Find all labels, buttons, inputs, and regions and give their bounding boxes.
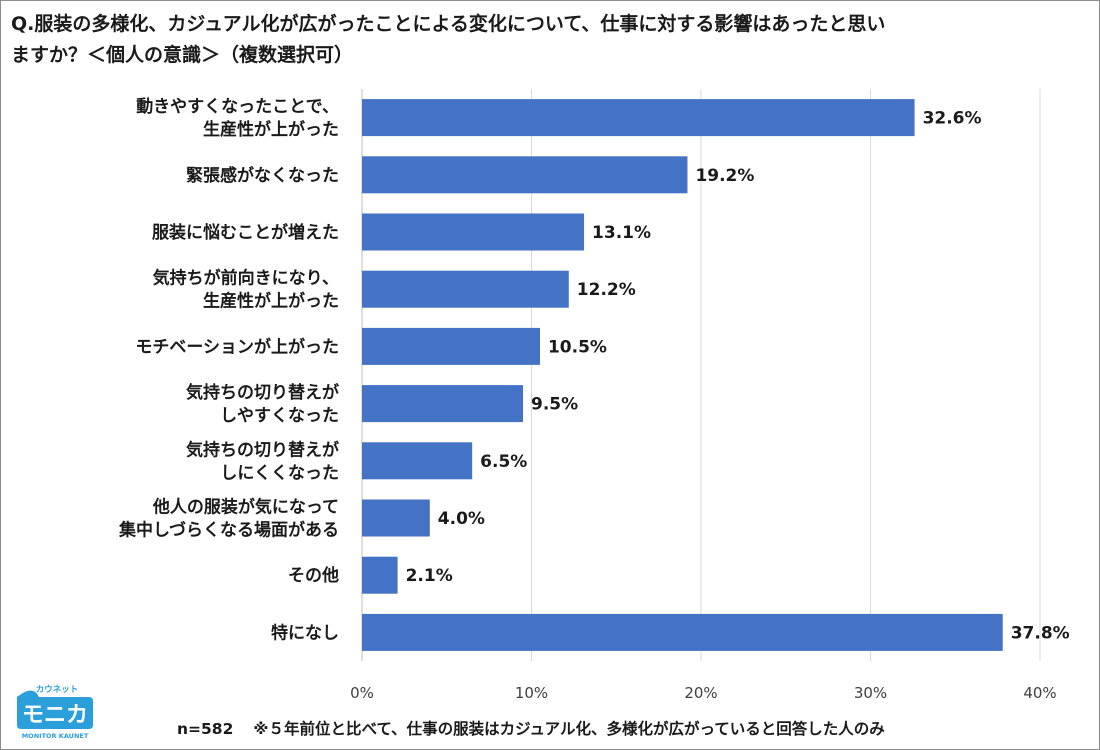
bar xyxy=(362,213,585,251)
x-tick-label: 30% xyxy=(854,684,887,702)
category-label: 集中しづらくなる場面がある xyxy=(118,520,339,541)
data-label: 13.1% xyxy=(592,223,651,243)
logo-brand: モニカ xyxy=(22,703,88,728)
category-label: 気持ちが前向きになり、 xyxy=(152,268,339,289)
data-label: 4.0% xyxy=(438,509,485,529)
bar xyxy=(362,327,540,365)
bar xyxy=(362,270,569,308)
category-label: 服装に悩むことが増えた xyxy=(152,222,339,243)
category-label: 生産性が上がった xyxy=(203,291,339,312)
bar xyxy=(362,613,1003,651)
data-label: 12.2% xyxy=(577,280,636,300)
x-tick-label: 20% xyxy=(684,684,717,702)
x-tick-label: 40% xyxy=(1023,684,1056,702)
bar xyxy=(362,385,524,423)
chart-title: Q.服装の多様化、カジュアル化が広がったことによる変化について、仕事に対する影響… xyxy=(11,13,886,66)
bar xyxy=(362,99,915,137)
footnote: n=582 ※５年前位と比べて、仕事の服装はカジュアル化、多様化が広がっていると回… xyxy=(177,717,885,739)
data-label: 32.6% xyxy=(923,109,982,129)
logo-kana: カウネット xyxy=(36,684,79,695)
category-label: 気持ちの切り替えが xyxy=(185,382,339,403)
category-label: 緊張感がなくなった xyxy=(186,165,339,186)
logo-badge-shape xyxy=(17,690,93,729)
category-label: 動きやすくなったことで、 xyxy=(136,96,339,117)
category-label: 生産性が上がった xyxy=(203,119,339,140)
data-label: 6.5% xyxy=(480,452,527,472)
footnote-note: ※５年前位と比べて、仕事の服装はカジュアル化、多様化が広がっていると回答した人の… xyxy=(253,720,885,738)
category-label: 特になし xyxy=(271,622,339,643)
monika-logo: カウネット モニカ MONITOR KAUNET xyxy=(17,684,93,740)
bar xyxy=(362,499,430,537)
data-label: 10.5% xyxy=(548,337,607,357)
x-tick-label: 10% xyxy=(515,684,548,702)
x-tick-label: 0% xyxy=(350,684,374,702)
category-label: その他 xyxy=(288,565,339,586)
data-label: 9.5% xyxy=(531,395,578,415)
category-label: 気持ちの切り替えが xyxy=(185,439,339,460)
category-label: 他人の服装が気になって xyxy=(152,497,339,518)
data-label: 37.8% xyxy=(1011,623,1070,643)
bar xyxy=(362,442,473,480)
data-label: 2.1% xyxy=(406,566,453,586)
category-label: しにくくなった xyxy=(220,463,339,483)
bar xyxy=(362,156,688,194)
category-label: しやすくなった xyxy=(220,406,339,426)
data-label: 19.2% xyxy=(695,166,754,186)
bar xyxy=(362,556,398,594)
logo-subtext: MONITOR KAUNET xyxy=(22,732,89,740)
sample-size: n=582 xyxy=(177,720,234,738)
category-label: モチベーションが上がった xyxy=(135,336,339,357)
